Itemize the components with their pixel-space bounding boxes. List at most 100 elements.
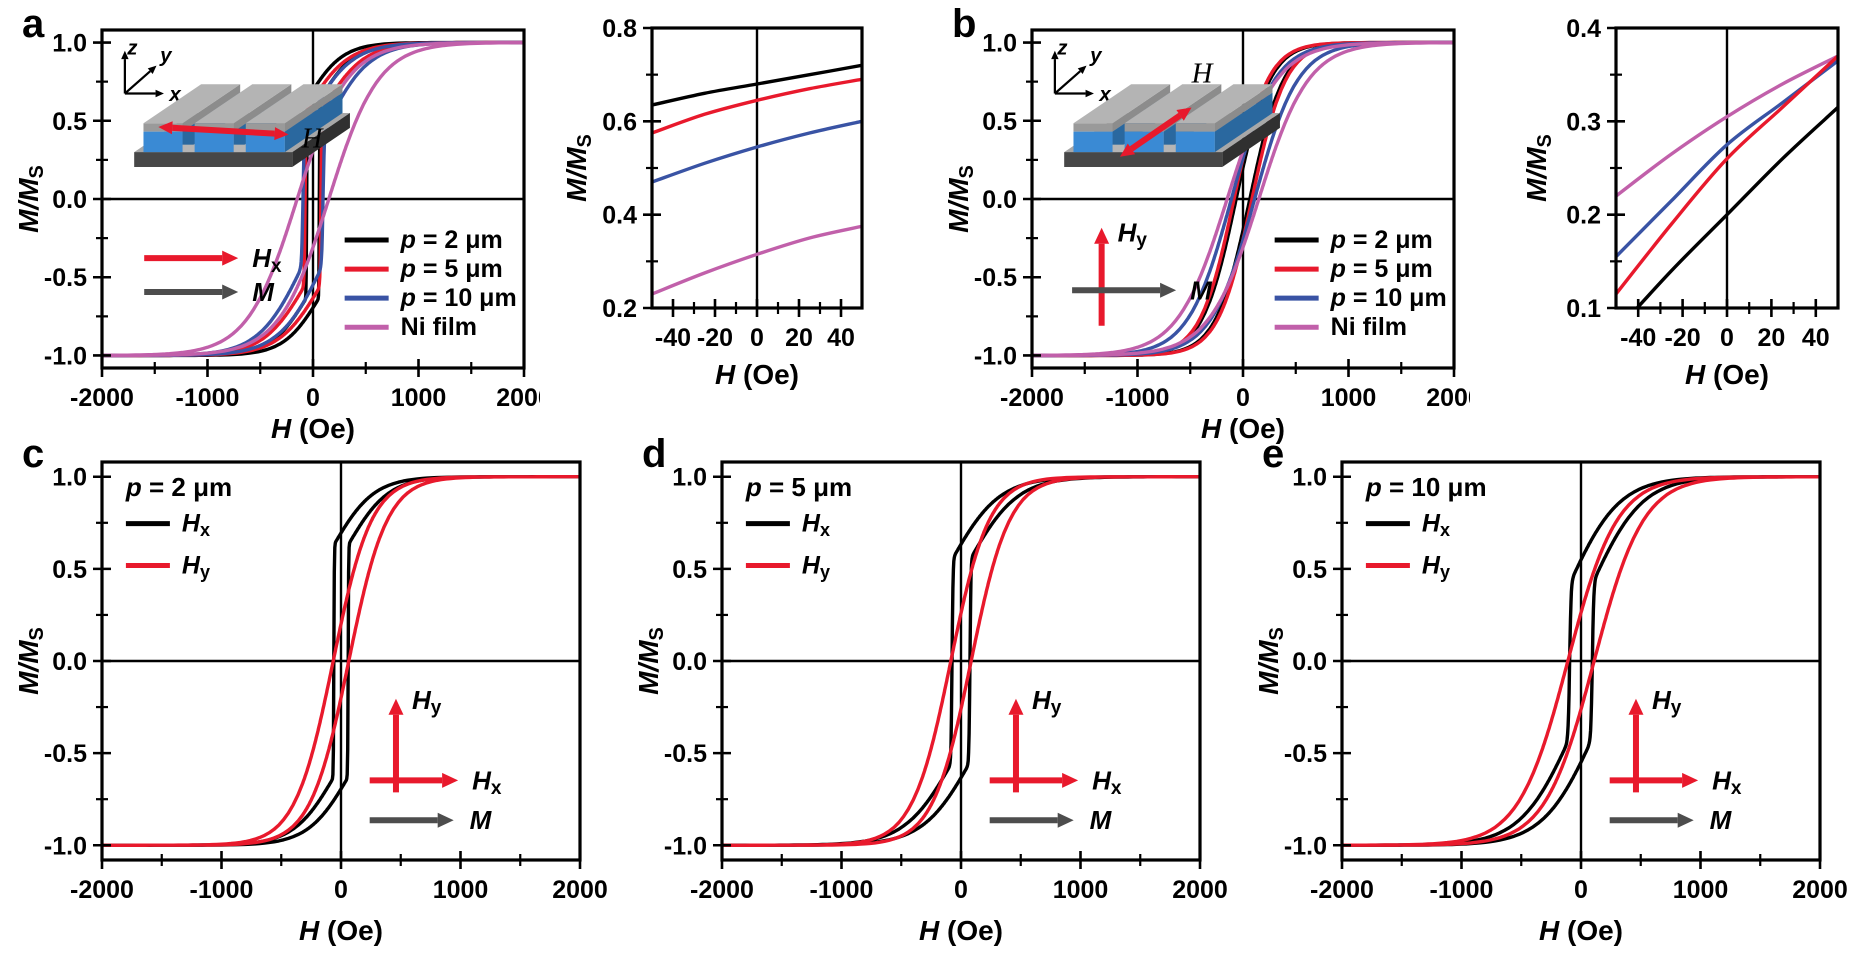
- x-tick-label: -2000: [690, 876, 754, 904]
- axis-ticks: [93, 41, 526, 377]
- x-tick-label: 1000: [391, 384, 447, 412]
- y-tick-label: -1.0: [44, 342, 87, 370]
- curve-p10: [102, 40, 524, 358]
- panel-a: -2000 -1000 0 1000 2000 -1.0 -0.5 0.0 0.5 1.0 H (O…: [8, 2, 540, 454]
- field-direction-arrow: [158, 121, 289, 141]
- y-tick-label: -1.0: [664, 832, 707, 860]
- curve-ni: [1032, 40, 1454, 358]
- y-tick-label: 0.0: [52, 186, 87, 214]
- x-axis-arrow: [1054, 89, 1094, 98]
- direction-arrow-hx: [369, 772, 459, 788]
- coordinate-axes-icon: z yx: [121, 36, 182, 106]
- coordinate-axes-icon: z yx: [1051, 36, 1112, 106]
- x-tick-label: 2000: [1426, 384, 1470, 412]
- x-axis-title: H (Oe): [271, 413, 355, 444]
- x-tick-label: -40: [1620, 324, 1656, 352]
- y-tick-label: 0.0: [982, 186, 1017, 214]
- y-axis-label: y: [1089, 44, 1103, 67]
- x-axis-title: H (Oe): [919, 915, 1003, 946]
- zero-lines: [722, 462, 1200, 860]
- x-tick-label: 1000: [433, 876, 489, 904]
- y-tick-label: -1.0: [974, 342, 1017, 370]
- x-axis-title: H (Oe): [299, 915, 383, 946]
- legend-label-Hx: Hx: [1422, 510, 1450, 541]
- x-tick-label: -2000: [70, 876, 134, 904]
- y-tick-label: 0.0: [672, 648, 707, 676]
- legend-label-Hx: Hx: [802, 510, 830, 541]
- y-tick-label: 0.2: [1566, 202, 1601, 230]
- axis-ticks: [1023, 41, 1456, 377]
- tick-labels: -2000 -1000 0 1000 2000 -1.0 -0.5 0.0 0.5 1.0: [974, 30, 1470, 412]
- zero-lines: [1342, 462, 1820, 860]
- panel-d-plot: -2000 -1000 0 1000 2000 -1.0 -0.5 0.0 0.5 1.0 H (O…: [633, 460, 1228, 946]
- y-tick-label: 0.4: [1566, 15, 1601, 43]
- curves: [652, 63, 862, 296]
- direction-arrow-label-m: M: [470, 805, 493, 835]
- direction-arrow-hx: [1609, 772, 1699, 788]
- z-axis-arrow: [121, 50, 129, 94]
- axis-ticks: [1333, 475, 1822, 869]
- legend-label-Hx: Hx: [182, 510, 210, 541]
- pitch-label: p = 5 μm: [745, 472, 852, 502]
- stripe-structure-schematic: z yx H: [1051, 36, 1280, 167]
- curves: [1616, 54, 1838, 308]
- axis-ticks: [1607, 26, 1818, 317]
- direction-arrow-label-hy: Hy: [1652, 685, 1682, 719]
- y-tick-label: 0.1: [1566, 295, 1601, 323]
- zero-lines: [102, 462, 580, 860]
- legend-label-p5: p = 5 μm: [1330, 255, 1433, 283]
- y-axis-arrow: [1054, 65, 1087, 95]
- x-tick-label: 0: [1720, 324, 1734, 352]
- panel-e-plot: -2000 -1000 0 1000 2000 -1.0 -0.5 0.0 0.5 1.0 H (O…: [1253, 460, 1848, 946]
- z-axis-label: z: [126, 36, 138, 59]
- legend-label-ni: Ni film: [1331, 313, 1407, 341]
- tick-labels: -2000 -1000 0 1000 2000 -1.0 -0.5 0.0 0.5 1.0: [664, 464, 1228, 904]
- direction-arrow: [144, 284, 239, 300]
- stripe-structure-schematic: z yx H: [121, 36, 350, 167]
- tick-labels: -2000 -1000 0 1000 2000 -1.0 -0.5 0.0 0.5 1.0: [44, 464, 608, 904]
- x-axis-arrow: [124, 89, 164, 98]
- curve-ni: [102, 40, 524, 358]
- legend-label-p10: p = 10 μm: [400, 284, 517, 312]
- x-axis-title: H (Oe): [715, 359, 799, 390]
- legend-label-Hy: Hy: [1422, 551, 1450, 582]
- direction-arrow: [144, 250, 239, 266]
- y-tick-label: 0.8: [602, 15, 637, 43]
- x-tick-label: 2000: [552, 876, 608, 904]
- y-axis-label: y: [159, 44, 173, 67]
- y-axis-title: M/MS: [633, 627, 668, 695]
- y-tick-label: -0.5: [664, 740, 707, 768]
- y-tick-label: 0.0: [1292, 648, 1327, 676]
- x-tick-label: 0: [334, 876, 348, 904]
- curves: [102, 40, 524, 358]
- curve-ni: [1616, 54, 1838, 198]
- panel-a-zoom-plot: -40 -20 0 20 40 0.2 0.4 0.6 0.8 H (Oe) M/MS: [561, 15, 864, 390]
- x-tick-label: -2000: [70, 384, 134, 412]
- legend: Hx Hy: [745, 510, 830, 582]
- field-direction-legend: Hy Hx M: [989, 685, 1122, 835]
- curve-Hx: [1342, 475, 1820, 847]
- x-tick-label: -20: [697, 324, 733, 352]
- y-tick-label: 0.5: [52, 108, 87, 136]
- curve-ni: [652, 224, 862, 296]
- x-tick-label: 1000: [1321, 384, 1377, 412]
- x-axis-title: H (Oe): [1539, 915, 1623, 946]
- panel-b-plot: -2000 -1000 0 1000 2000 -1.0 -0.5 0.0 0.5 1.0 H (O…: [943, 28, 1470, 444]
- legend-label-p2: p = 2 μm: [1330, 226, 1433, 254]
- x-tick-label: 20: [1757, 324, 1785, 352]
- x-tick-label: 1000: [1053, 876, 1109, 904]
- x-tick-label: -2000: [1000, 384, 1064, 412]
- y-axis-title: M/MS: [561, 134, 596, 202]
- y-tick-label: 0.5: [982, 108, 1017, 136]
- axis-ticks: [713, 475, 1202, 869]
- panel-c-plot: -2000 -1000 0 1000 2000 -1.0 -0.5 0.0 0.5 1.0 H (O…: [13, 460, 608, 946]
- y-tick-label: 0.4: [602, 202, 637, 230]
- x-axis-title: H (Oe): [1201, 413, 1285, 444]
- curve-Hy: [1342, 475, 1820, 847]
- field-direction-legend: Hy M: [1072, 217, 1213, 326]
- legend-label-p10: p = 10 μm: [1330, 284, 1447, 312]
- panel-b-zoom-plot: -40 -20 0 20 40 0.1 0.2 0.3 0.4 H (Oe) M/MS: [1521, 15, 1840, 390]
- y-tick-label: -0.5: [974, 264, 1017, 292]
- curves: [102, 475, 580, 847]
